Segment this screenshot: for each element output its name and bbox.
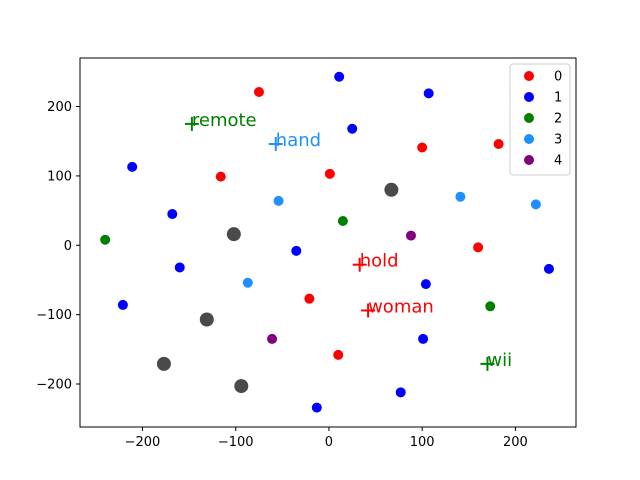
point-series-1-0 (334, 71, 345, 82)
legend-box (509, 63, 571, 176)
point-series-1-4 (167, 209, 178, 220)
point-series-1-12 (311, 402, 322, 413)
point-series-2-1 (337, 215, 348, 226)
legend-label-2: 2 (554, 112, 562, 127)
y-tick-label-0: −200 (36, 377, 72, 392)
legend-marker-1 (524, 92, 534, 102)
point-series-3-0 (273, 195, 284, 206)
y-tick-label-3: 100 (47, 169, 72, 184)
point-series-0-4 (493, 139, 504, 150)
word-marker-hand (268, 137, 283, 152)
y-tick-label-4: 200 (47, 100, 72, 115)
legend-label-4: 4 (554, 154, 562, 169)
word-marker-remote (184, 116, 199, 131)
point-series-3-3 (242, 277, 253, 288)
point-series-1-7 (543, 263, 554, 274)
point-series-1-2 (347, 123, 358, 134)
point-series-1-9 (117, 299, 128, 310)
gray-point-4 (234, 379, 249, 394)
legend-label-0: 0 (554, 70, 562, 85)
point-series-0-1 (215, 171, 226, 182)
point-series-2-0 (100, 234, 111, 245)
point-series-1-10 (418, 333, 429, 344)
word-label-hold: hold (360, 251, 399, 272)
point-series-0-5 (473, 242, 484, 253)
point-series-4-1 (267, 333, 278, 344)
point-series-1-3 (127, 161, 138, 172)
point-series-4-0 (405, 230, 416, 241)
legend-marker-0 (524, 71, 534, 81)
point-series-1-8 (420, 279, 431, 290)
point-series-1-5 (291, 245, 302, 256)
gray-point-1 (226, 227, 241, 242)
gray-point-2 (199, 312, 214, 327)
point-series-3-2 (530, 199, 541, 210)
y-tick-label-1: −100 (36, 308, 72, 323)
x-tick-label-4: 200 (503, 435, 528, 450)
point-series-1-6 (174, 262, 185, 273)
legend-label-3: 3 (554, 133, 562, 148)
point-series-0-0 (254, 86, 265, 97)
y-tick-label-2: 0 (64, 239, 72, 254)
legend: 0 1 2 3 4 (509, 63, 571, 176)
point-series-0-2 (324, 168, 335, 179)
x-tick-label-3: 100 (410, 435, 435, 450)
x-tick-label-0: −200 (125, 435, 161, 450)
x-tick-label-1: −100 (218, 435, 254, 450)
axes: −200 −100 0 100 200 −200 −100 0 100 200 (36, 100, 528, 450)
word-label-hand: hand (276, 130, 321, 151)
legend-label-1: 1 (554, 91, 562, 106)
plot-area: remote hand hold woman wii (100, 71, 554, 413)
legend-marker-2 (524, 113, 534, 123)
word-marker-hold (352, 257, 367, 272)
axes-frame (79, 57, 577, 428)
point-series-1-11 (395, 387, 406, 398)
point-series-1-1 (423, 88, 434, 99)
gray-point-3 (156, 356, 171, 371)
word-marker-wii (480, 356, 495, 371)
point-series-2-2 (485, 301, 496, 312)
word-label-remote: remote (192, 110, 257, 131)
word-marker-woman (361, 303, 376, 318)
point-series-0-6 (304, 293, 315, 304)
word-label-wii: wii (487, 350, 512, 371)
legend-marker-3 (524, 134, 534, 144)
point-series-0-7 (333, 349, 344, 360)
gray-point-0 (384, 182, 399, 197)
point-series-0-3 (417, 142, 428, 153)
x-tick-label-2: 0 (325, 435, 333, 450)
point-series-3-1 (455, 191, 466, 202)
word-label-woman: woman (368, 296, 434, 317)
legend-marker-4 (524, 155, 534, 165)
